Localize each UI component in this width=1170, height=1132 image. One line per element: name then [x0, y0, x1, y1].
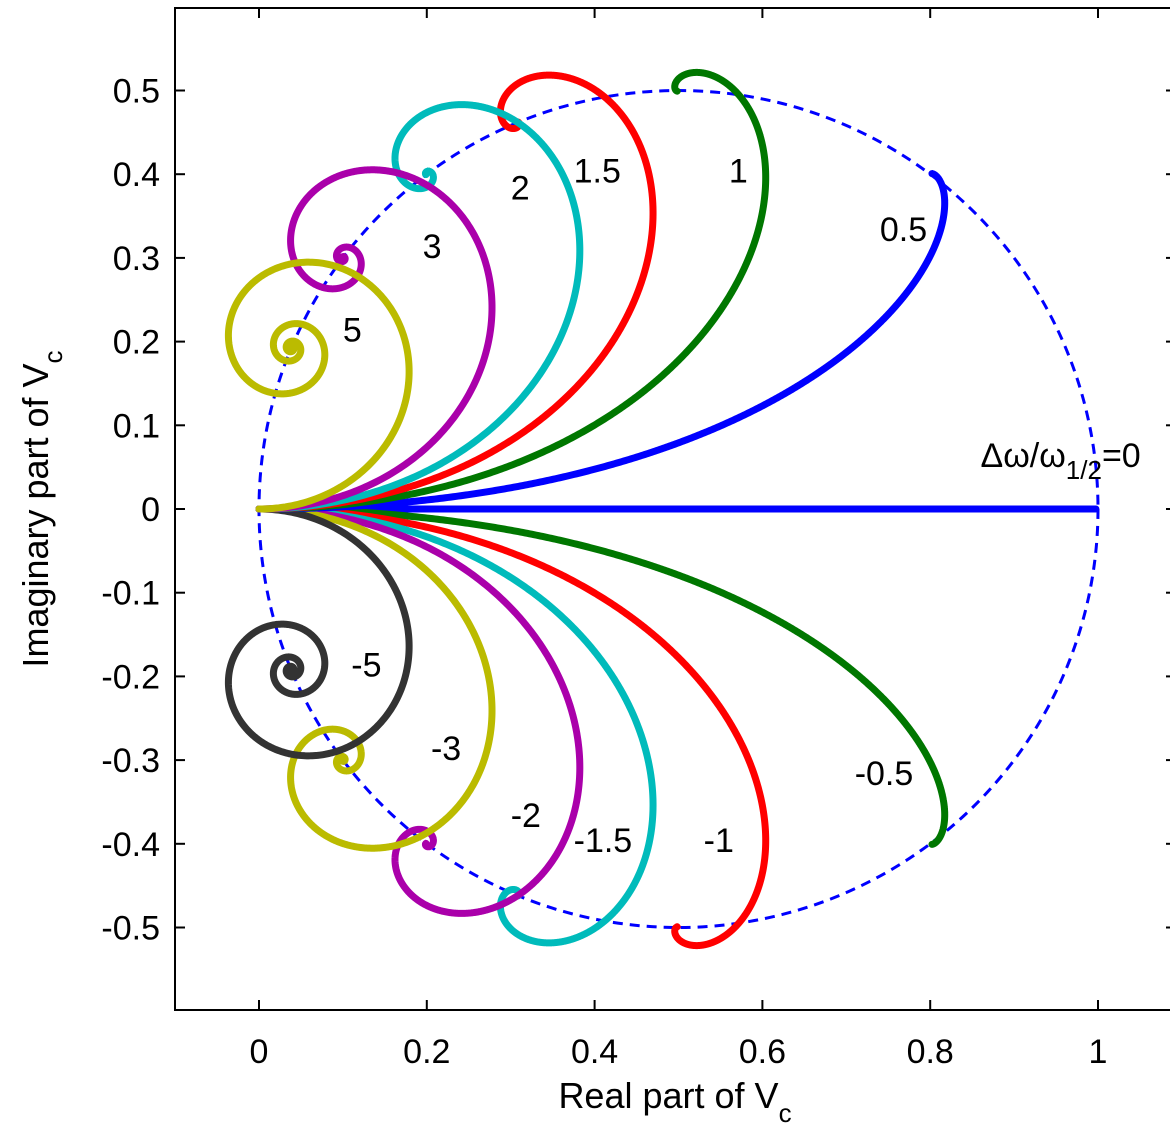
y-tick-label-4: 0.1: [113, 407, 160, 445]
y-axis-title-group: Imaginary part of Vc: [15, 350, 68, 667]
series-line-4: [259, 509, 580, 913]
series-label-10: -2: [511, 797, 541, 835]
tick-layer: 0 0.2 0.4 0.6 0.8 1 0.5 0.4 0.3 0.2 0.1 0 -0.1 -0.2 -0…: [101, 8, 1170, 1071]
series-line-7: [259, 174, 945, 509]
x-tick-label-5: 1: [1089, 1033, 1108, 1071]
x-axis-title: Real part of Vc: [558, 1075, 791, 1128]
series-line-6: [228, 509, 409, 756]
series-line-12: [228, 262, 409, 509]
series-label-2: 1: [729, 153, 748, 191]
series-label-12: -5: [351, 646, 381, 684]
series-label-0: Δω/ω1/2=0: [981, 437, 1141, 485]
y-tick-label-6: -0.1: [101, 575, 160, 613]
y-tick-label-5: 0: [141, 491, 160, 529]
y-tick-label-7: -0.2: [101, 658, 160, 696]
x-tick-label-1: 0.2: [403, 1033, 450, 1071]
y-tick-label-10: -0.5: [101, 910, 160, 948]
x-tick-label-2: 0.4: [571, 1033, 618, 1071]
y-tick-label-2: 0.3: [113, 240, 160, 278]
y-tick-label-0: 0.5: [113, 73, 160, 111]
series-label-4: 2: [511, 169, 530, 207]
x-tick-label-3: 0.6: [739, 1033, 786, 1071]
series-label-6: 5: [343, 312, 362, 350]
x-tick-label-4: 0.8: [907, 1033, 954, 1071]
series-label-7: -0.5: [855, 755, 914, 793]
y-tick-label-9: -0.4: [101, 826, 160, 864]
series-label-5: 3: [423, 228, 442, 266]
y-axis-title: Imaginary part of Vc: [15, 350, 68, 667]
series-label-8: -1: [704, 822, 734, 860]
series-label-9: -1.5: [574, 822, 633, 860]
series-label-11: -3: [431, 730, 461, 768]
x-tick-label-0: 0: [250, 1033, 269, 1071]
series-label-3: 1.5: [574, 153, 621, 191]
y-tick-label-8: -0.3: [101, 742, 160, 780]
series-line-9: [259, 75, 653, 509]
series-label-1: 0.5: [880, 211, 927, 249]
series-line-10: [259, 105, 580, 509]
y-tick-label-1: 0.4: [113, 156, 160, 194]
y-tick-label-3: 0.2: [113, 324, 160, 362]
